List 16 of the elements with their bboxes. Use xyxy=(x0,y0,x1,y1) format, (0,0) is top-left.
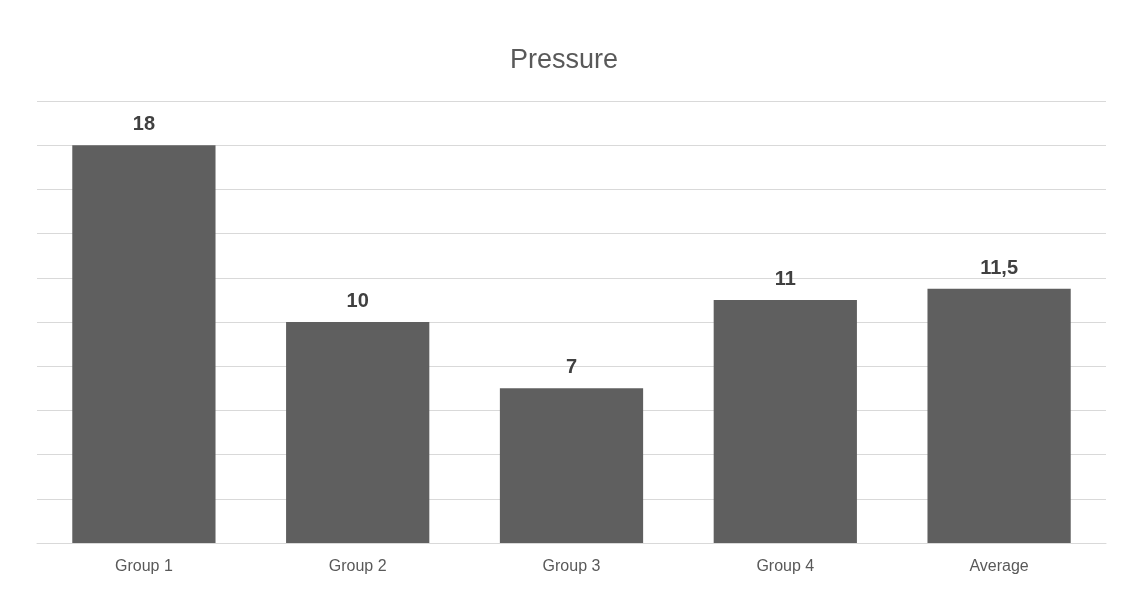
data-label: 11,5 xyxy=(980,255,1019,278)
data-label: 11 xyxy=(774,266,796,289)
x-tick-label: Group 2 xyxy=(328,556,387,574)
data-label: 10 xyxy=(346,289,369,311)
x-tick-label: Group 4 xyxy=(756,556,815,574)
x-tick-label: Group 3 xyxy=(542,556,601,574)
bar xyxy=(72,145,216,543)
bar xyxy=(713,299,857,543)
bar xyxy=(927,288,1071,543)
x-tick-label: Group 1 xyxy=(114,556,173,574)
bar xyxy=(286,322,430,543)
data-label: 7 xyxy=(565,355,578,378)
x-tick-label: Average xyxy=(969,556,1029,574)
data-label: 18 xyxy=(132,112,156,135)
chart-title: Pressure xyxy=(509,43,619,74)
bar xyxy=(499,388,644,543)
